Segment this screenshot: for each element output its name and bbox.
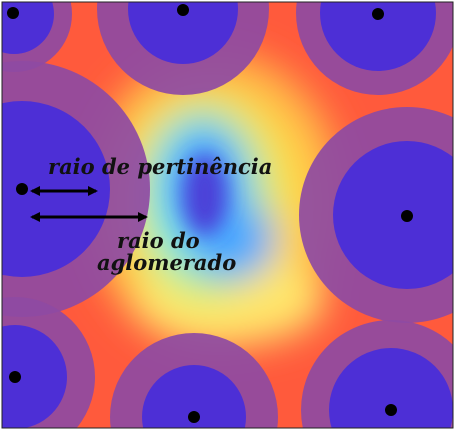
cluster-bottom-right <box>301 320 453 428</box>
cluster-top-center <box>97 2 269 95</box>
center-dot-mid-right <box>401 210 413 222</box>
center-dot-mid-left <box>16 183 28 195</box>
center-dot-bottom-left <box>9 371 21 383</box>
cluster-core <box>329 348 453 428</box>
cluster-core <box>320 2 436 71</box>
cluster-core <box>142 365 246 428</box>
membership-radius-label: raio de pertinência <box>48 154 272 179</box>
center-dot-top-center <box>177 4 189 16</box>
center-dot-top-right <box>372 8 384 20</box>
center-dot-top-left <box>7 7 19 19</box>
cluster-bottom-left <box>2 297 95 428</box>
center-dot-bottom-right <box>385 404 397 416</box>
cluster-core <box>128 2 238 64</box>
cluster-radius-label-line2: aglomerado <box>97 250 236 275</box>
cluster-core <box>2 325 67 428</box>
cluster-top-left <box>2 2 72 72</box>
cluster-bottom-center <box>110 333 278 428</box>
cluster-radius-label-line1: raio do <box>117 228 200 253</box>
heatmap-peak <box>183 155 227 235</box>
center-dot-bottom-center <box>188 411 200 423</box>
cluster-mid-right <box>299 107 453 323</box>
cluster-core <box>333 141 453 289</box>
cluster-top-right <box>296 2 453 95</box>
